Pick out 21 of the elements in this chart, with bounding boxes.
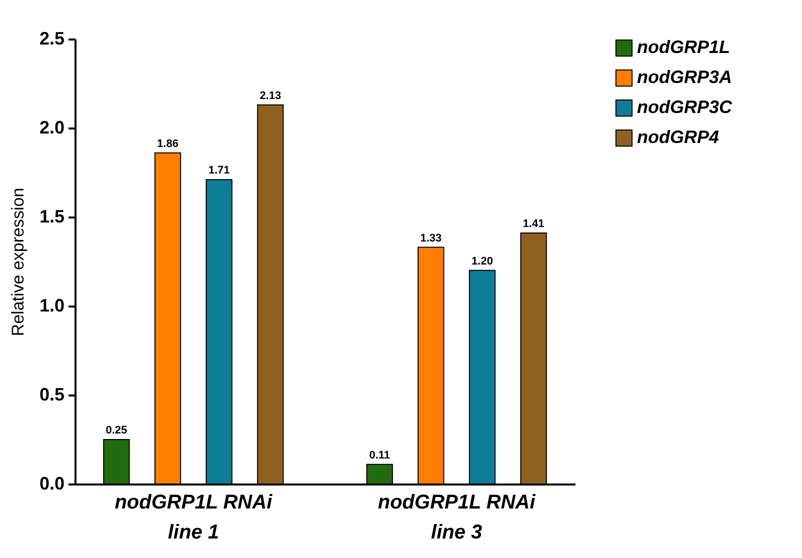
data-label: 1.33 (420, 232, 442, 244)
data-label: 2.13 (260, 90, 282, 102)
x-tick-label: nodGRP1L RNAi line 1 (114, 492, 273, 544)
y-tick-label: 1.5 (39, 206, 64, 226)
data-label: 0.11 (369, 449, 390, 462)
y-tick-label: 2.5 (39, 28, 64, 48)
data-label: 0.25 (106, 424, 128, 436)
y-tick-label: 2.0 (39, 118, 64, 138)
y-axis-title: Relative expression (8, 188, 28, 336)
legend-label: nodGRP3C (637, 97, 733, 117)
y-tick-label: 0.0 (39, 474, 64, 494)
data-label: 1.86 (157, 138, 178, 150)
data-label: 1.71 (208, 164, 230, 177)
y-tick-label: 0.5 (39, 384, 64, 404)
data-label: 1.41 (522, 218, 544, 230)
legend-label: nodGRP1L (637, 37, 730, 57)
y-tick-label: 1.0 (39, 296, 64, 316)
x-tick-label: nodGRP1L RNAi line 3 (378, 492, 536, 544)
legend-label: nodGRP3A (637, 67, 732, 87)
data-label: 1.20 (472, 255, 493, 268)
legend-label: nodGRP4 (637, 127, 720, 147)
